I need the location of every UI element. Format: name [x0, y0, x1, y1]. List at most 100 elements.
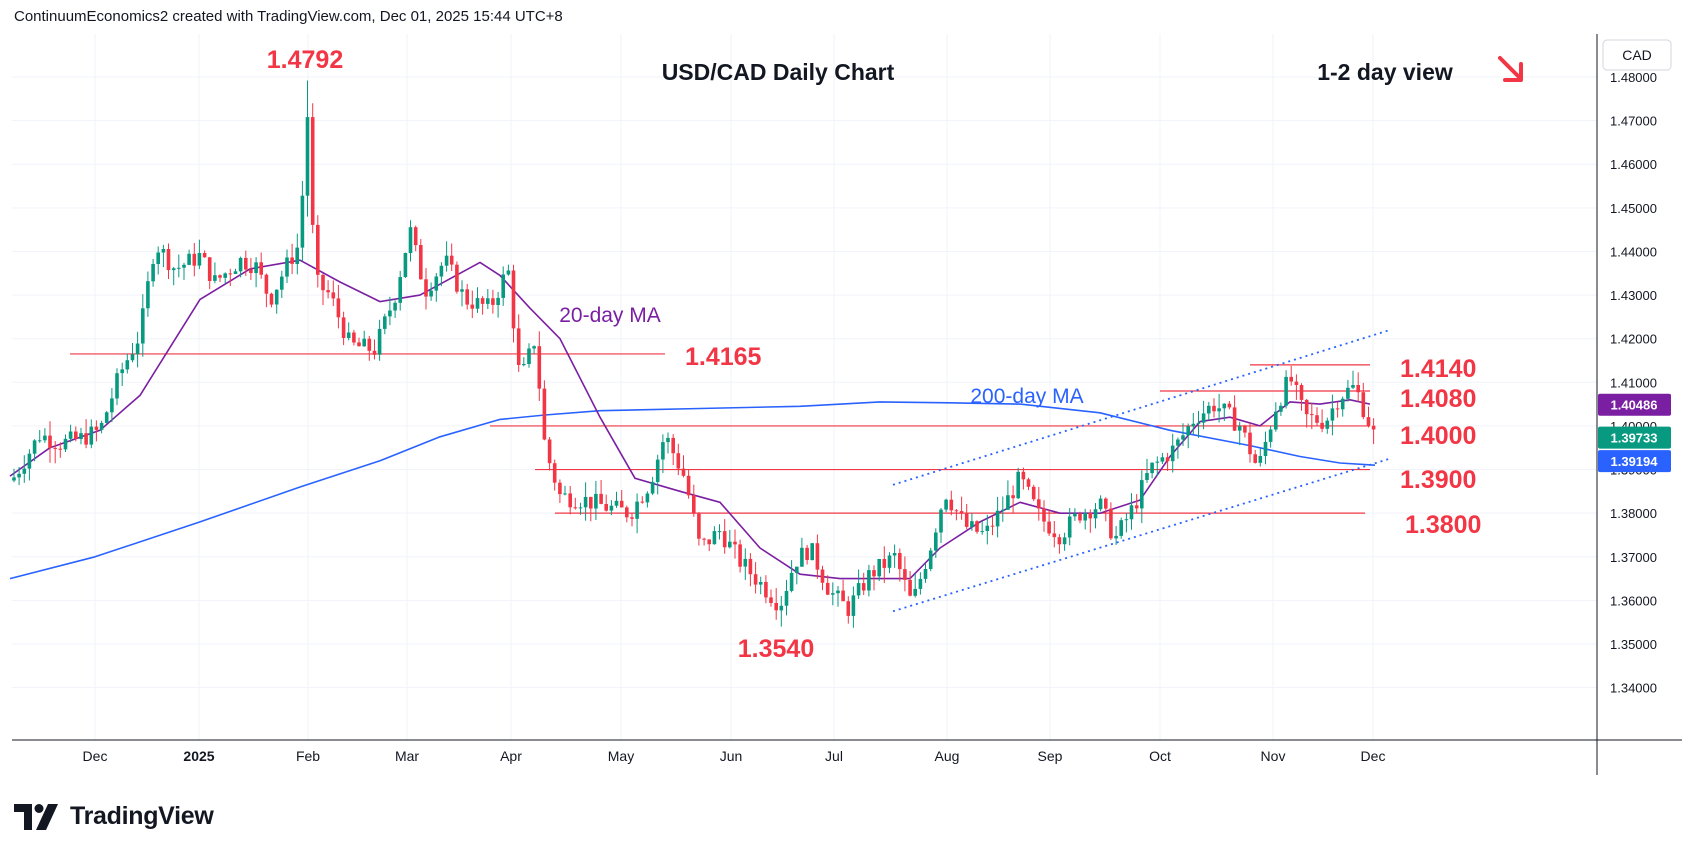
candle-body: [1222, 403, 1227, 409]
candle-body: [542, 388, 547, 440]
level-label: 1.4000: [1400, 422, 1476, 450]
x-tick-label: Nov: [1261, 748, 1286, 764]
candle-body: [1011, 495, 1015, 499]
currency-label: CAD: [1622, 47, 1652, 63]
candles-layer: [12, 80, 1376, 628]
candle-body: [115, 373, 119, 399]
candle-body: [444, 255, 449, 266]
candle-body: [753, 574, 758, 585]
candle-body: [89, 426, 94, 445]
y-tick-label: 1.45000: [1610, 201, 1657, 216]
price-channel: [892, 329, 1391, 613]
candle-body: [151, 264, 155, 282]
candle-body: [1351, 385, 1355, 388]
candle-body: [264, 274, 269, 294]
candle-body: [578, 507, 583, 509]
candle-body: [913, 588, 917, 596]
candle-body: [110, 398, 114, 413]
candle-body: [1170, 445, 1175, 462]
candle-body: [1268, 429, 1273, 442]
x-tick-label: Mar: [395, 748, 419, 764]
candle-body: [851, 595, 856, 616]
candle-body: [68, 431, 73, 439]
candle-body: [810, 543, 814, 561]
candle-body: [408, 227, 413, 254]
candle-body: [980, 531, 984, 533]
candle-body: [558, 482, 562, 495]
candle-body: [213, 275, 217, 281]
candle-body: [1160, 457, 1165, 462]
candle-body: [1186, 426, 1190, 436]
candle-body: [1057, 537, 1062, 545]
candle-body: [805, 547, 809, 560]
candle-body: [1134, 505, 1139, 509]
price-badge: [1598, 426, 1671, 449]
y-tick-label: 1.36000: [1610, 593, 1657, 608]
chart-annotation: 1.4792: [267, 46, 343, 74]
candle-body: [516, 328, 521, 365]
candle-body: [506, 270, 511, 275]
candle-body: [104, 412, 109, 423]
candle-body: [758, 582, 763, 585]
price-badge: [1598, 450, 1671, 473]
candle-body: [1026, 479, 1031, 487]
candle-body: [1258, 456, 1263, 463]
candle-body: [1165, 457, 1170, 462]
candle-body: [161, 249, 166, 253]
x-tick-label: Dec: [1361, 748, 1386, 764]
currency-badge[interactable]: CAD: [1602, 39, 1672, 71]
candle-body: [346, 332, 351, 338]
candle-body: [326, 290, 330, 293]
candle-body: [290, 257, 294, 264]
candle-body: [867, 570, 871, 591]
candle-body: [321, 274, 325, 291]
candle-body: [32, 440, 37, 454]
x-tick-label: 2025: [183, 748, 214, 764]
candle-body: [182, 264, 186, 268]
candle-body: [27, 453, 32, 469]
candle-body: [784, 590, 789, 606]
candle-body: [1232, 407, 1237, 431]
candle-body: [74, 431, 78, 439]
y-tick-label: 1.46000: [1610, 157, 1657, 172]
candle-body: [1021, 471, 1026, 480]
ma200-layer: [9, 401, 1376, 580]
candle-body: [1067, 516, 1072, 538]
candle-body: [1031, 486, 1036, 500]
horizontal-levels: [70, 353, 1370, 514]
candle-body: [501, 274, 505, 298]
level-label: 1.4165: [685, 343, 762, 371]
candle-body: [1145, 473, 1149, 480]
candle-body: [789, 572, 794, 591]
y-tick-label: 1.44000: [1610, 244, 1657, 259]
y-tick-label: 1.35000: [1610, 637, 1657, 652]
candle-body: [769, 597, 773, 603]
candle-body: [249, 269, 253, 273]
candle-body: [640, 501, 645, 503]
candle-body: [625, 507, 629, 518]
candle-body: [1196, 422, 1201, 424]
candle-body: [630, 517, 634, 519]
candle-body: [218, 275, 222, 278]
candle-body: [1114, 535, 1118, 539]
candle-body: [1366, 417, 1371, 426]
candle-body: [383, 316, 387, 329]
tradingview-logo[interactable]: TradingView: [14, 802, 214, 831]
candle-body: [511, 270, 516, 329]
candle-body: [1212, 405, 1216, 412]
candle-body: [583, 496, 588, 508]
candle-body: [1310, 414, 1314, 416]
candle-body: [1047, 521, 1051, 534]
level-label: 1.4080: [1400, 385, 1476, 413]
candle-body: [594, 493, 598, 509]
candle-body: [923, 569, 928, 579]
candle-body: [1109, 508, 1113, 539]
candle-body: [928, 550, 933, 569]
candle-body: [475, 298, 480, 309]
y-tick-label: 1.34000: [1610, 681, 1657, 696]
candle-body: [377, 328, 382, 355]
candle-body: [1335, 408, 1340, 410]
candle-body: [470, 304, 475, 309]
